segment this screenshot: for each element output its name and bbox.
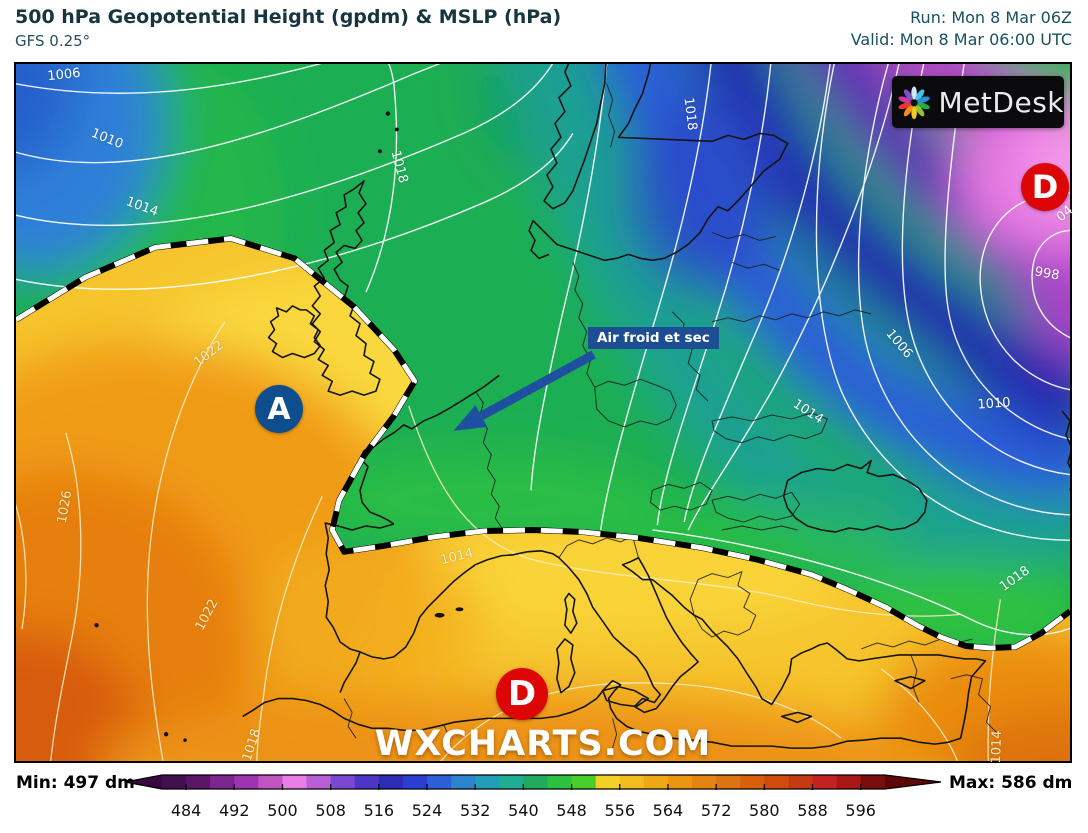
valid-time-label: Valid: Mon 8 Mar 06:00 UTC [850,30,1072,49]
annotation-box: Air froid et sec [588,327,719,349]
isobar-label: 1014 [439,545,475,569]
svg-text:564: 564 [653,801,684,820]
svg-text:516: 516 [364,801,395,820]
map-canvas: Air froid et sec [14,62,1076,764]
svg-text:548: 548 [556,801,587,820]
svg-text:492: 492 [219,801,250,820]
small-islands [94,111,464,742]
model-subtitle: GFS 0.25° [15,32,91,50]
isobar-label: 1018 [997,563,1033,595]
cold-air-arrow [453,350,596,431]
isobar-label: 1006 [882,326,916,362]
warm-air-color-field [16,238,1070,761]
isobar-contours-warm [16,321,1002,761]
isobar-label: 1010 [976,395,1012,413]
country-borders [343,83,999,753]
metdesk-logo: MetDesk [892,76,1064,128]
colorbar-min-label: Min: 497 dm [16,773,135,793]
watermark: WXCHARTS.COM [374,724,712,764]
colorbar-max-label: Max: 586 dm [949,773,1072,793]
front-line [16,235,1070,651]
isobar-label: 1010 [88,125,126,153]
svg-text:588: 588 [797,801,828,820]
coastlines [242,64,1070,749]
isobar-label: 1018 [680,96,700,132]
isobar-label: 1006 [46,65,82,85]
run-time-label: Run: Mon 8 Mar 06Z [910,8,1072,27]
svg-text:540: 540 [508,801,539,820]
isobar-label: 1014 [123,194,161,220]
low-pressure-marker: D [1021,163,1069,211]
isobar-label: 1022 [191,337,227,371]
isobar-contours-cold [16,64,1070,636]
page-title: 500 hPa Geopotential Height (gpdm) & MSL… [15,6,562,28]
svg-text:580: 580 [749,801,780,820]
isobar-label: 1026 [54,489,76,525]
low-pressure-marker: D [496,668,548,720]
svg-text:556: 556 [604,801,635,820]
isobar-label: 1014 [790,396,826,428]
map-field-svg [16,64,1070,761]
metdesk-pinwheel-icon [898,86,930,120]
svg-text:524: 524 [412,801,443,820]
svg-text:508: 508 [315,801,346,820]
svg-text:572: 572 [701,801,732,820]
svg-text:532: 532 [460,801,491,820]
svg-text:500: 500 [267,801,298,820]
colorbar: Min: 497 dm Max: 586 dm 484 492 500 508 516 5… [16,773,1072,820]
svg-text:484: 484 [171,801,202,820]
isobar-label: 1014 [988,730,1006,764]
svg-text:596: 596 [845,801,876,820]
isobar-label: 1022 [192,596,222,634]
metdesk-logo-text: MetDesk [938,85,1064,119]
colorbar-tick-labels: 484 492 500 508 516 524 532 540 548 556 564 572 580 5… [171,784,876,820]
isobar-label: 1018 [387,149,411,185]
map-overlays: Air froid et sec [16,64,1076,764]
isobar-label: 998 [1033,264,1061,284]
colorbar-gradient [124,774,942,790]
high-pressure-marker: A [255,385,303,433]
